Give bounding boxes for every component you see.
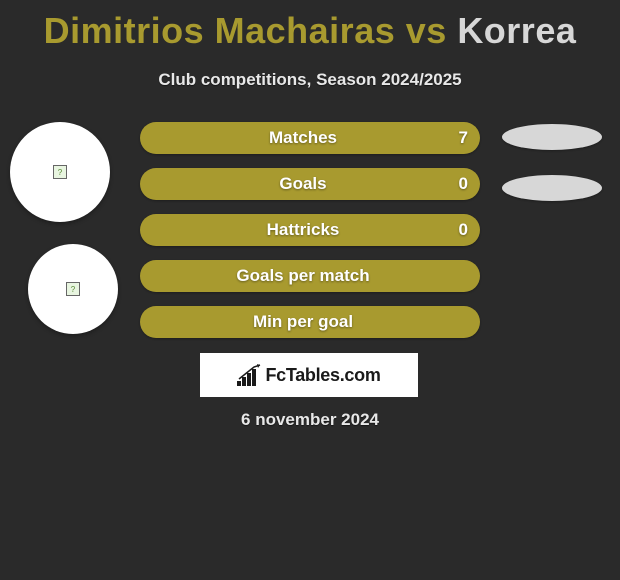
stat-bar-left: Min per goal — [140, 306, 480, 338]
player1-avatar: ? — [10, 122, 110, 222]
comparison-title: Dimitrios Machairas vs Korrea — [0, 0, 620, 52]
stat-label: Goals per match — [152, 266, 454, 286]
stat-row: Hattricks 0 — [140, 214, 480, 246]
player1-name: Dimitrios Machairas — [44, 10, 396, 51]
stat-value-left: 0 — [454, 220, 468, 240]
placeholder-image-icon: ? — [53, 165, 67, 179]
right-ellipses — [502, 124, 602, 226]
stat-bar-left: Goals per match — [140, 260, 480, 292]
stat-row: Goals 0 — [140, 168, 480, 200]
stat-bar-left: Goals 0 — [140, 168, 480, 200]
stat-value-left: 7 — [454, 128, 468, 148]
fctables-logo-icon — [237, 364, 263, 386]
placeholder-image-icon: ? — [66, 282, 80, 296]
date-label: 6 november 2024 — [0, 410, 620, 430]
player2-avatar: ? — [28, 244, 118, 334]
stat-ellipse-right — [502, 124, 602, 150]
player-avatars: ? ? — [10, 122, 118, 356]
stat-row: Goals per match — [140, 260, 480, 292]
stat-row: Min per goal — [140, 306, 480, 338]
stat-label: Hattricks — [152, 220, 454, 240]
stat-bar-left: Matches 7 — [140, 122, 480, 154]
stat-row: Matches 7 — [140, 122, 480, 154]
stats-bars: Matches 7 Goals 0 Hattricks 0 Goals per … — [140, 122, 480, 352]
player2-name: Korrea — [457, 10, 576, 51]
stat-ellipse-right — [502, 175, 602, 201]
vs-separator: vs — [406, 10, 447, 51]
subtitle: Club competitions, Season 2024/2025 — [0, 70, 620, 90]
stat-label: Goals — [152, 174, 454, 194]
stat-label: Matches — [152, 128, 454, 148]
brand-box: FcTables.com — [200, 353, 418, 397]
stat-value-left: 0 — [454, 174, 468, 194]
stat-bar-left: Hattricks 0 — [140, 214, 480, 246]
stat-label: Min per goal — [152, 312, 454, 332]
brand-text: FcTables.com — [265, 365, 380, 386]
